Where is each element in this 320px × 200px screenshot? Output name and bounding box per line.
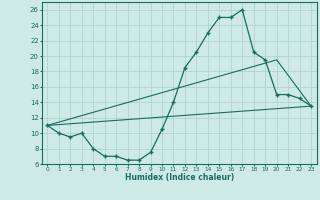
X-axis label: Humidex (Indice chaleur): Humidex (Indice chaleur): [124, 173, 234, 182]
